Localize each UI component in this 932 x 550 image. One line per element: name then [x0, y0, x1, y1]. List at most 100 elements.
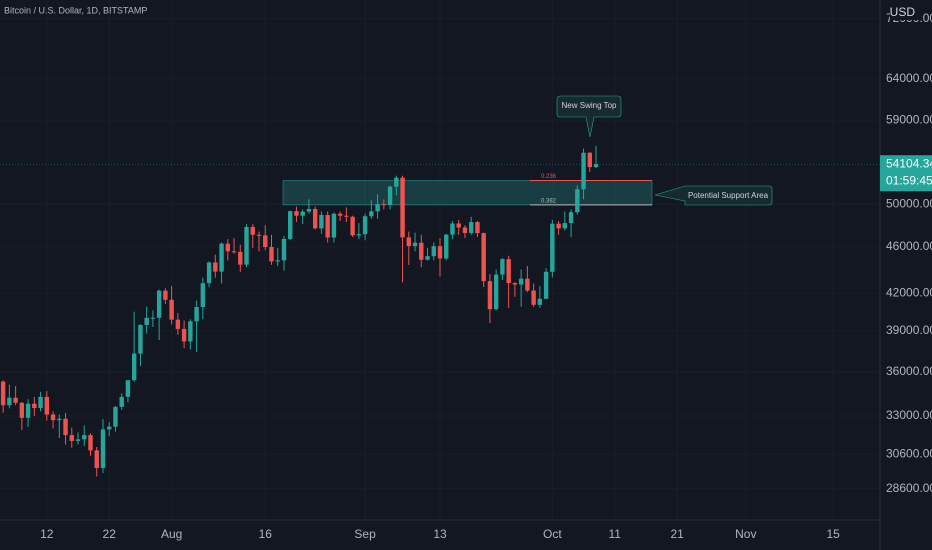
candle-body — [194, 307, 199, 322]
candle-body — [244, 226, 249, 265]
candle-body — [82, 435, 87, 440]
candle-body — [131, 353, 137, 381]
candle-body — [537, 298, 543, 305]
candle-body — [525, 278, 530, 291]
candle-body — [431, 246, 436, 257]
candle-body — [281, 238, 287, 261]
candle-body — [462, 227, 468, 233]
candle-body — [325, 214, 330, 238]
candle-body — [44, 396, 50, 415]
candle-body — [518, 278, 524, 285]
y-tick-label: 30600.00 — [886, 447, 932, 461]
candle-body — [550, 223, 555, 272]
candle-body — [381, 204, 387, 206]
fib-label: 0.382 — [541, 198, 557, 204]
candle-body — [337, 213, 343, 216]
callout-box — [654, 185, 773, 206]
candle-body — [57, 418, 62, 421]
candle-body — [88, 435, 93, 451]
x-tick-label: 22 — [103, 527, 117, 541]
candle-body — [19, 402, 25, 418]
y-tick-label: 28600.00 — [886, 481, 932, 495]
candle-body — [350, 216, 355, 236]
candle-body — [13, 397, 18, 403]
candle-body — [75, 439, 81, 441]
candle-body — [500, 259, 505, 275]
y-tick-label: 39000.00 — [886, 323, 932, 337]
x-tick-label: 16 — [259, 527, 273, 541]
countdown: 01:59:45 — [886, 173, 932, 187]
candle-body — [163, 290, 168, 300]
x-tick-label: Sep — [354, 527, 376, 541]
candle-body — [156, 290, 162, 318]
fib-label: 0.236 — [541, 174, 557, 180]
y-tick-label: 42000.00 — [886, 285, 932, 299]
candle-body — [38, 396, 43, 408]
chart-title: Bitcoin / U.S. Dollar, 1D, BITSTAMP — [4, 5, 147, 15]
x-tick-label: Aug — [161, 527, 182, 541]
candle-body — [50, 414, 56, 421]
candle-body — [138, 324, 143, 354]
candle-body — [581, 152, 586, 190]
callout: Potential Support Area — [654, 185, 773, 206]
candle-body — [0, 381, 6, 406]
candle-body — [63, 418, 68, 436]
candle-body — [150, 317, 156, 319]
candle-body — [331, 213, 337, 238]
candle-body — [400, 177, 405, 238]
candle-body — [425, 256, 430, 260]
candle-body — [206, 262, 212, 284]
candle-body — [125, 380, 131, 397]
x-tick-label: 11 — [609, 527, 622, 541]
candle-body — [369, 211, 374, 217]
candle-body — [562, 223, 568, 229]
candle-body — [312, 208, 318, 229]
x-tick-label: 13 — [433, 527, 447, 541]
candle-body — [288, 211, 293, 239]
candle-body — [344, 215, 349, 217]
candle-body — [531, 290, 536, 305]
candle-body — [493, 274, 499, 310]
candle-body — [7, 397, 12, 406]
y-tick-label: 64000.00 — [886, 71, 932, 85]
candle-body — [481, 233, 486, 282]
x-tick-label: 15 — [827, 527, 841, 541]
candle-body — [188, 321, 193, 342]
candle-body — [406, 237, 411, 247]
candle-body — [269, 246, 274, 262]
candle-body — [444, 234, 449, 259]
annotation: Potential Support Area — [688, 191, 769, 200]
x-tick-label: 21 — [670, 527, 684, 541]
candle-body — [412, 242, 418, 247]
candle-body — [556, 223, 561, 229]
last-price-label: 54104.34 — [886, 156, 932, 170]
candle-body — [543, 271, 549, 299]
fib-zone: 0.236 0.382 — [0, 163, 880, 206]
candle-body — [231, 251, 237, 253]
x-tick-label: Nov — [735, 527, 756, 541]
candle-body — [469, 222, 474, 233]
candle-body — [256, 234, 262, 236]
y-tick-label: 59000.00 — [886, 112, 932, 126]
callout-box — [556, 95, 622, 138]
candle-body — [456, 223, 461, 228]
candle-body — [100, 429, 106, 469]
candle-body — [200, 283, 206, 308]
candle-body — [394, 177, 399, 187]
candles — [0, 145, 599, 477]
candle-body — [450, 223, 455, 235]
candle-body — [437, 246, 443, 259]
candle-body — [512, 283, 518, 285]
candle-body — [356, 234, 362, 236]
candle-body — [306, 208, 312, 212]
y-tick-label: 33000.00 — [886, 408, 932, 422]
candle-body — [568, 212, 574, 224]
candle-body — [475, 222, 480, 234]
candle-body — [238, 251, 243, 265]
candle-body — [300, 211, 305, 216]
currency-bg — [890, 3, 920, 20]
candle-body — [113, 406, 118, 427]
y-tick-label: 46000.00 — [886, 239, 932, 253]
